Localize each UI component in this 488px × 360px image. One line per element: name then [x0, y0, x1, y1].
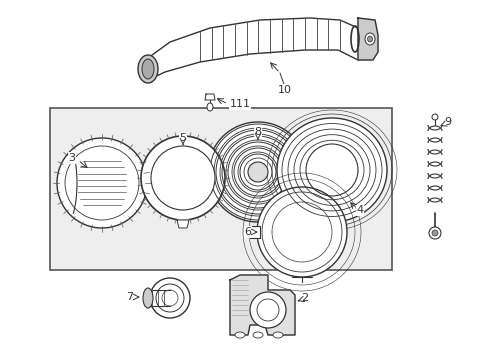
Text: 6: 6 [244, 227, 251, 237]
Ellipse shape [57, 138, 147, 228]
Polygon shape [229, 275, 294, 335]
Ellipse shape [367, 36, 372, 42]
Ellipse shape [431, 114, 437, 120]
Text: 10: 10 [278, 85, 291, 95]
Ellipse shape [138, 55, 158, 83]
Text: 7: 7 [126, 292, 133, 302]
Text: 3: 3 [68, 153, 75, 163]
Bar [50, 108, 391, 270]
Ellipse shape [249, 292, 285, 328]
Text: 9: 9 [444, 117, 450, 127]
Ellipse shape [257, 187, 346, 277]
Ellipse shape [252, 332, 263, 338]
Polygon shape [357, 18, 377, 60]
Text: 2: 2 [301, 293, 308, 303]
Polygon shape [249, 226, 260, 238]
Text: 4: 4 [356, 205, 363, 215]
Ellipse shape [206, 103, 213, 111]
Ellipse shape [141, 136, 224, 220]
Ellipse shape [272, 332, 283, 338]
Text: 8: 8 [254, 127, 261, 137]
Ellipse shape [428, 227, 440, 239]
Polygon shape [204, 94, 215, 100]
Ellipse shape [364, 33, 374, 45]
Text: 5: 5 [179, 133, 186, 143]
Ellipse shape [207, 122, 307, 222]
Ellipse shape [142, 288, 153, 308]
Polygon shape [148, 18, 357, 80]
Ellipse shape [247, 162, 267, 182]
Ellipse shape [276, 118, 386, 222]
Ellipse shape [150, 278, 190, 318]
Ellipse shape [431, 230, 437, 236]
Polygon shape [148, 290, 170, 306]
Polygon shape [177, 220, 189, 228]
Ellipse shape [142, 59, 154, 79]
Ellipse shape [235, 332, 244, 338]
Text: 111: 111 [229, 99, 250, 109]
Ellipse shape [151, 146, 215, 210]
